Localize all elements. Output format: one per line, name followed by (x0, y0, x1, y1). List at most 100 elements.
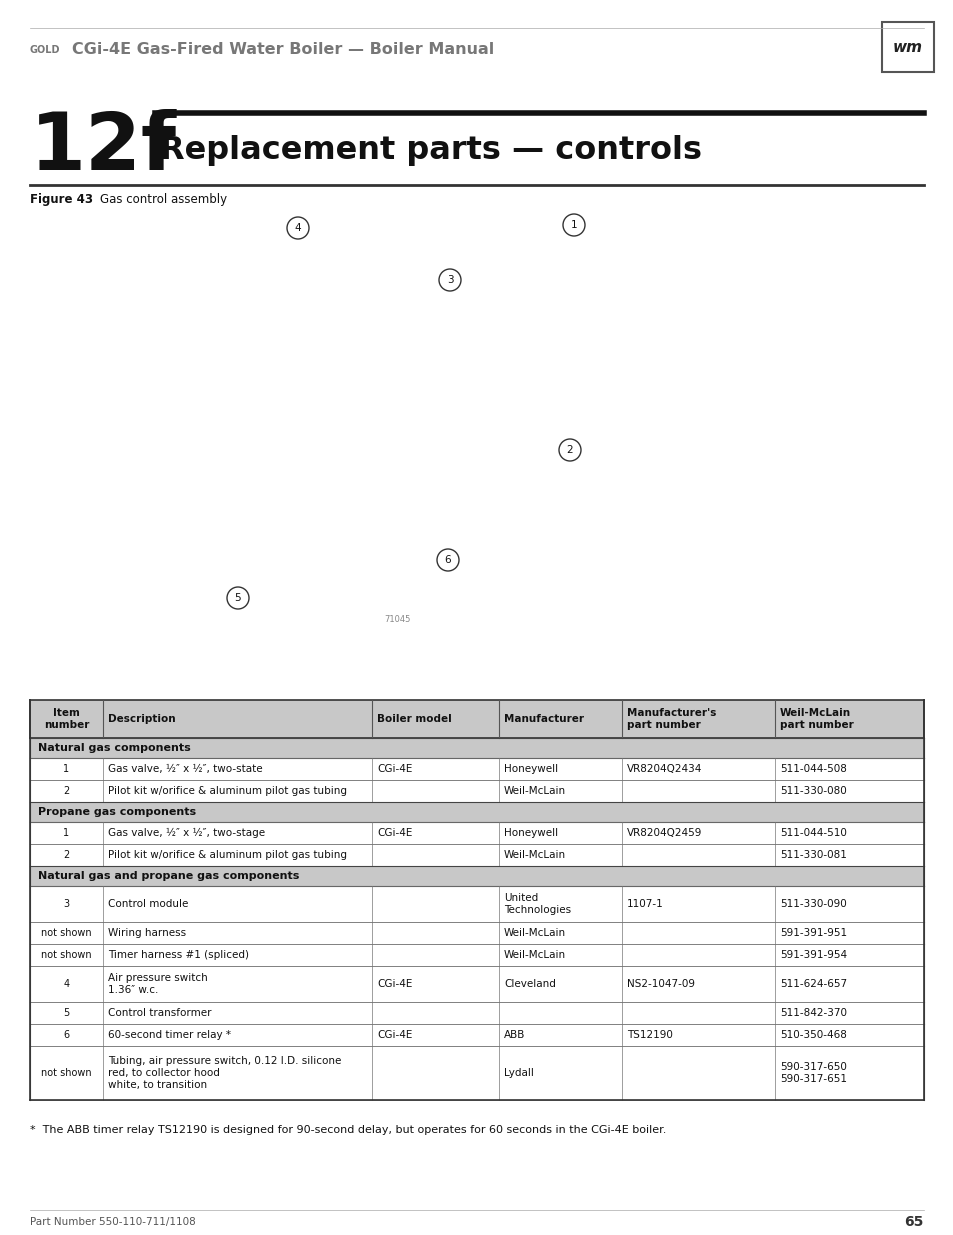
Text: Control module: Control module (108, 899, 188, 909)
Bar (30, 1046, 923, 1100)
Bar (30, 781, 923, 802)
Text: 3: 3 (446, 275, 453, 285)
Text: 511-330-081: 511-330-081 (780, 850, 846, 860)
Text: Timer harness #1 (spliced): Timer harness #1 (spliced) (108, 950, 249, 960)
Text: Gas valve, ½″ x ½″, two-state: Gas valve, ½″ x ½″, two-state (108, 764, 262, 774)
Text: Figure 43: Figure 43 (30, 194, 92, 206)
Bar (30, 885, 923, 923)
Text: 5: 5 (63, 1008, 70, 1018)
Text: 511-330-080: 511-330-080 (780, 785, 846, 797)
Bar (30, 739, 923, 758)
Text: Wiring harness: Wiring harness (108, 927, 186, 939)
Text: 2: 2 (63, 785, 70, 797)
Text: 590-317-650
590-317-651: 590-317-650 590-317-651 (780, 1062, 846, 1084)
Text: United
Technologies: United Technologies (503, 893, 571, 915)
Circle shape (287, 217, 309, 240)
Text: Lydall: Lydall (503, 1068, 534, 1078)
Text: Weil-McLain: Weil-McLain (503, 785, 565, 797)
Text: 1107-1: 1107-1 (626, 899, 663, 909)
Text: Gas control assembly: Gas control assembly (100, 194, 227, 206)
Text: Description: Description (108, 714, 175, 724)
Bar (30, 944, 923, 966)
Bar (882, 22, 933, 72)
Bar (30, 966, 923, 1002)
Text: Weil-McLain: Weil-McLain (503, 850, 565, 860)
Text: TS12190: TS12190 (626, 1030, 672, 1040)
Bar (30, 923, 923, 944)
Text: 5: 5 (234, 593, 241, 603)
Text: Tubing, air pressure switch, 0.12 I.D. silicone
red, to collector hood
white, to: Tubing, air pressure switch, 0.12 I.D. s… (108, 1056, 341, 1089)
Text: Replacement parts — controls: Replacement parts — controls (160, 135, 701, 165)
Text: 71045: 71045 (383, 615, 410, 625)
Text: 511-624-657: 511-624-657 (780, 979, 846, 989)
Text: 1: 1 (570, 220, 577, 230)
Text: ABB: ABB (503, 1030, 525, 1040)
Text: 2: 2 (63, 850, 70, 860)
Text: 511-044-508: 511-044-508 (780, 764, 846, 774)
Text: VR8204Q2434: VR8204Q2434 (626, 764, 701, 774)
Text: Manufacturer's
part number: Manufacturer's part number (626, 708, 716, 730)
Text: Weil-McLain: Weil-McLain (503, 950, 565, 960)
Text: 511-330-090: 511-330-090 (780, 899, 846, 909)
Bar (30, 700, 923, 739)
Circle shape (436, 550, 458, 571)
Bar (30, 802, 923, 823)
Text: CGi-4E: CGi-4E (376, 827, 412, 839)
Text: 2: 2 (566, 445, 573, 454)
Text: Weil-McLain
part number: Weil-McLain part number (780, 708, 853, 730)
Text: 6: 6 (444, 555, 451, 564)
Text: 60-second timer relay *: 60-second timer relay * (108, 1030, 231, 1040)
Text: Gas valve, ½″ x ½″, two-stage: Gas valve, ½″ x ½″, two-stage (108, 827, 265, 839)
Text: Boiler model: Boiler model (376, 714, 452, 724)
Text: 591-391-954: 591-391-954 (780, 950, 846, 960)
Circle shape (558, 438, 580, 461)
Text: Honeywell: Honeywell (503, 827, 558, 839)
Bar (30, 823, 923, 844)
Text: Weil-McLain: Weil-McLain (503, 927, 565, 939)
Text: *  The ABB timer relay TS12190 is designed for 90-second delay, but operates for: * The ABB timer relay TS12190 is designe… (30, 1125, 666, 1135)
Text: GOLD: GOLD (30, 44, 60, 56)
Text: Pilot kit w/orifice & aluminum pilot gas tubing: Pilot kit w/orifice & aluminum pilot gas… (108, 850, 347, 860)
Text: 4: 4 (63, 979, 70, 989)
Text: CGi-4E: CGi-4E (376, 979, 412, 989)
Text: VR8204Q2459: VR8204Q2459 (626, 827, 701, 839)
Text: Item
number: Item number (44, 708, 89, 730)
Text: 511-842-370: 511-842-370 (780, 1008, 846, 1018)
Text: CGi-4E: CGi-4E (376, 1030, 412, 1040)
Text: Part Number 550-110-711/1108: Part Number 550-110-711/1108 (30, 1216, 195, 1228)
Text: Propane gas components: Propane gas components (38, 806, 196, 818)
Text: Honeywell: Honeywell (503, 764, 558, 774)
Text: Air pressure switch
1.36″ w.c.: Air pressure switch 1.36″ w.c. (108, 973, 208, 995)
Text: 591-391-951: 591-391-951 (780, 927, 846, 939)
Text: Cleveland: Cleveland (503, 979, 556, 989)
Circle shape (438, 269, 460, 291)
Bar (30, 758, 923, 781)
Bar (30, 844, 923, 866)
Text: 1: 1 (63, 827, 70, 839)
Text: 12f: 12f (30, 109, 177, 186)
Text: 511-044-510: 511-044-510 (780, 827, 846, 839)
Circle shape (562, 214, 584, 236)
Text: 1: 1 (63, 764, 70, 774)
Text: 65: 65 (903, 1215, 923, 1229)
Text: CGi-4E: CGi-4E (376, 764, 412, 774)
Text: Control transformer: Control transformer (108, 1008, 212, 1018)
Bar (30, 1024, 923, 1046)
Text: not shown: not shown (41, 950, 91, 960)
Text: Pilot kit w/orifice & aluminum pilot gas tubing: Pilot kit w/orifice & aluminum pilot gas… (108, 785, 347, 797)
Text: 6: 6 (63, 1030, 70, 1040)
Text: 4: 4 (294, 224, 301, 233)
Text: not shown: not shown (41, 1068, 91, 1078)
Text: 3: 3 (63, 899, 70, 909)
Text: 510-350-468: 510-350-468 (780, 1030, 846, 1040)
Text: wm: wm (892, 40, 923, 54)
Text: Natural gas components: Natural gas components (38, 743, 191, 753)
Text: not shown: not shown (41, 927, 91, 939)
Bar (30, 866, 923, 885)
Circle shape (227, 587, 249, 609)
Text: CGi-4E Gas-Fired Water Boiler — Boiler Manual: CGi-4E Gas-Fired Water Boiler — Boiler M… (71, 42, 494, 58)
Text: NS2-1047-09: NS2-1047-09 (626, 979, 695, 989)
Text: Manufacturer: Manufacturer (503, 714, 583, 724)
Text: Natural gas and propane gas components: Natural gas and propane gas components (38, 871, 299, 881)
Bar (30, 1002, 923, 1024)
